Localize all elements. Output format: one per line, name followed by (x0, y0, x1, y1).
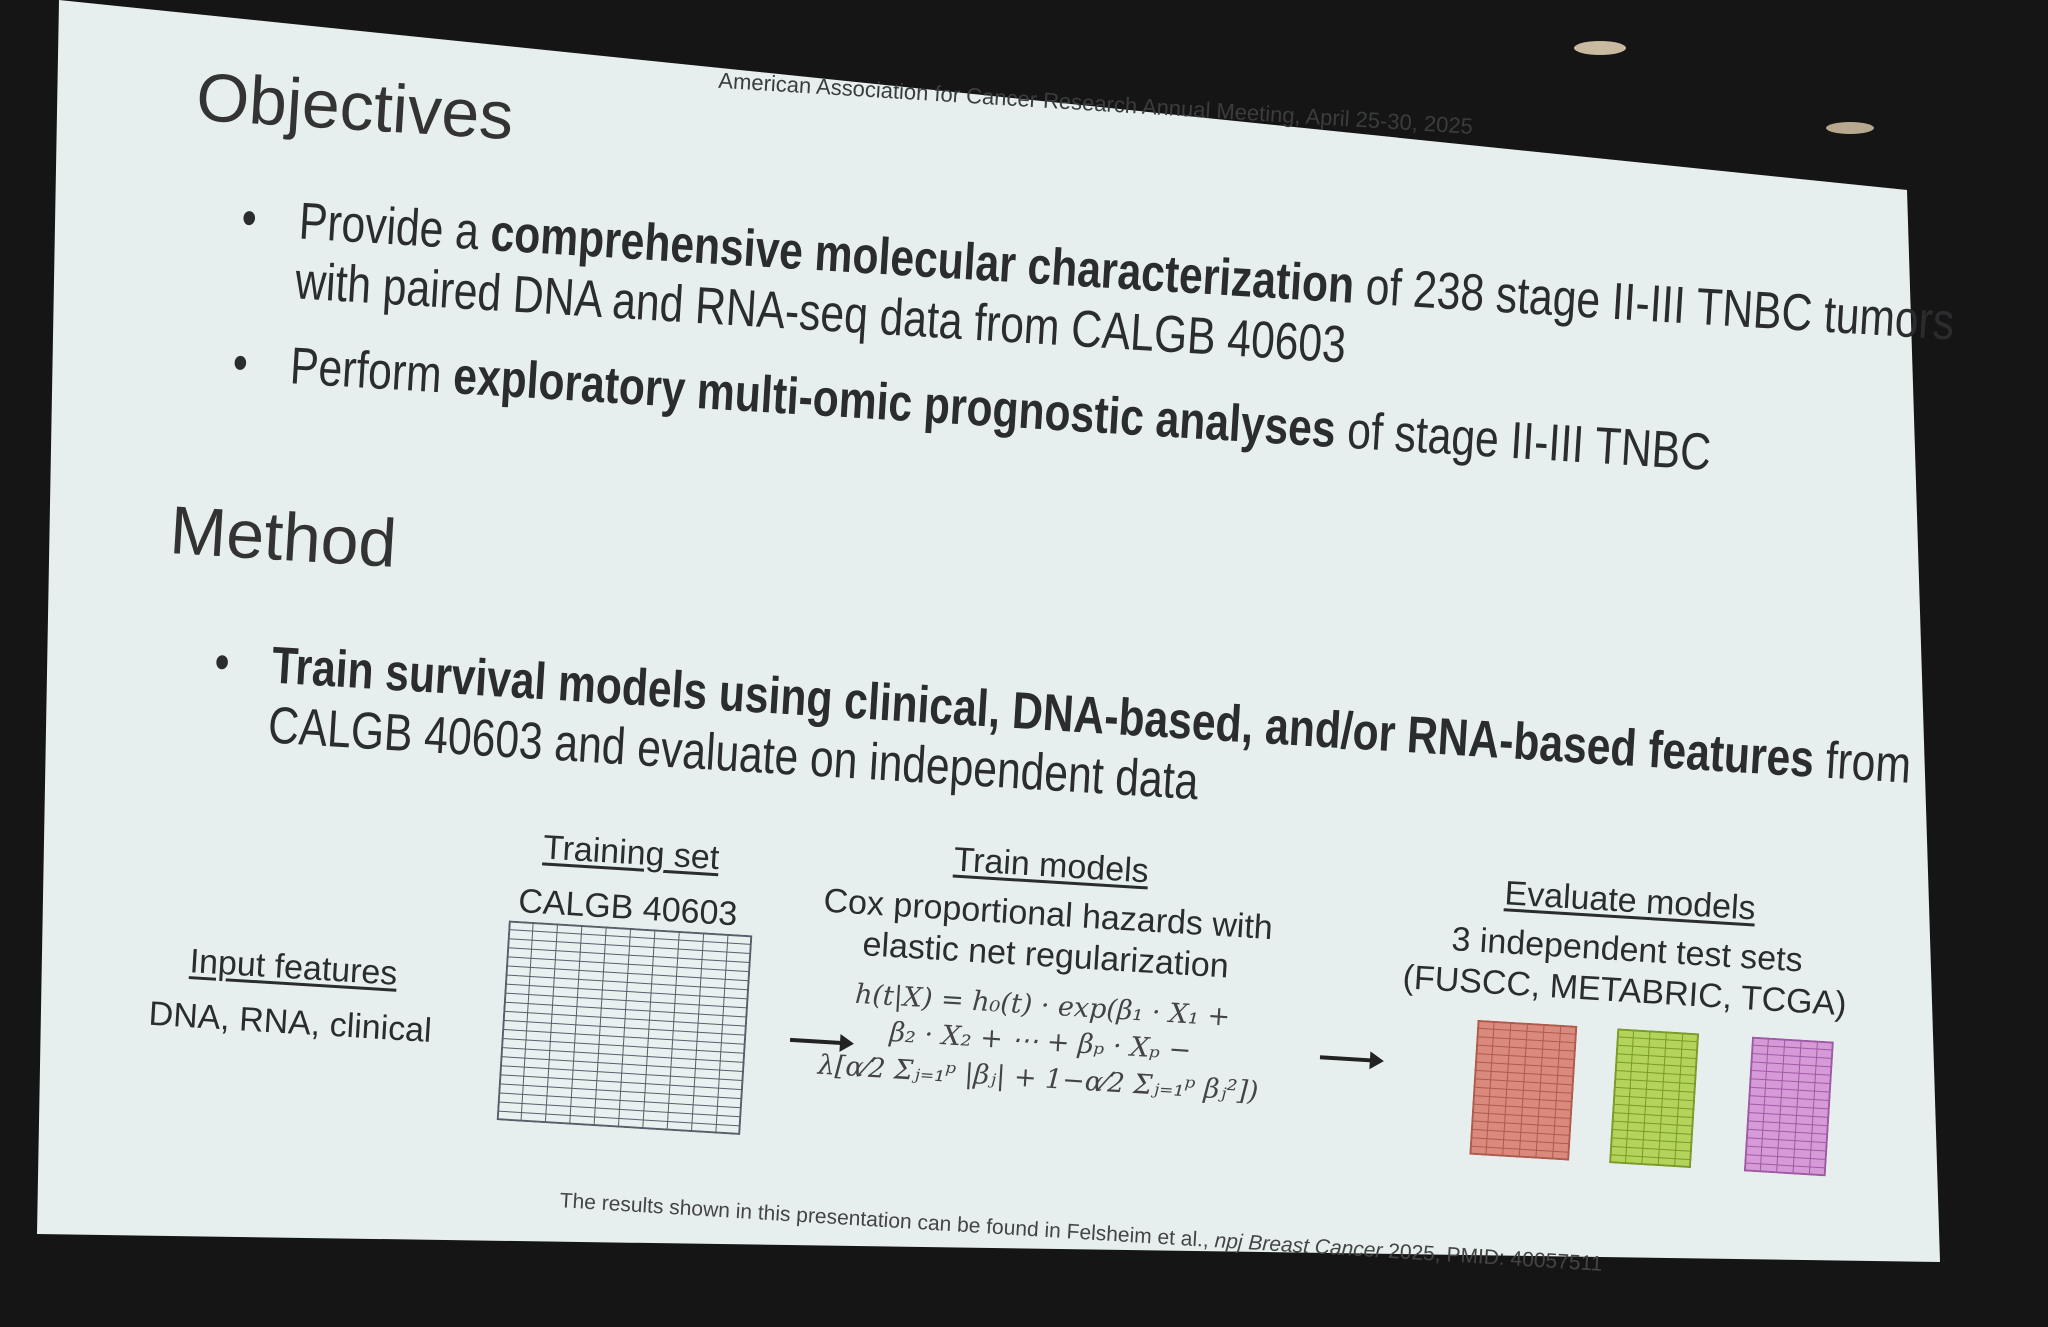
grid-row (507, 965, 749, 982)
bullet-run: Perform (288, 337, 456, 406)
grid-row (1747, 1128, 1828, 1135)
bullet: Train survival models using clinical, DN… (266, 636, 1951, 859)
grid-row (1747, 1120, 1828, 1127)
test-grid (1609, 1028, 1700, 1169)
input-block: Input features DNA, RNA, clinical (148, 939, 437, 1052)
bullet-run: Provide a (297, 192, 493, 263)
slide: American Association for Cancer Research… (128, 40, 1956, 1322)
grid-row (1616, 1061, 1697, 1068)
grid-row (1478, 1027, 1576, 1035)
footer-run: 2025, PMID: 40057511 (1381, 1239, 1603, 1276)
grid-row (1470, 1145, 1569, 1153)
training-block: Training set CALGB 40603 (517, 826, 742, 935)
grid-row (1746, 1145, 1827, 1152)
grid-row (1476, 1044, 1575, 1052)
grid-row (1745, 1154, 1826, 1160)
grid-row (1611, 1137, 1692, 1144)
grid-row (1474, 1086, 1573, 1094)
grid-row (1472, 1112, 1571, 1120)
grid-row (1471, 1137, 1570, 1145)
grid-row (1750, 1078, 1831, 1085)
grid-row (502, 1047, 744, 1063)
grid-row (1614, 1095, 1695, 1102)
grid-row (1748, 1103, 1829, 1110)
ceiling-light (1574, 41, 1626, 55)
grid-row (1750, 1069, 1831, 1076)
grid-row (1611, 1145, 1691, 1152)
grid-row (505, 983, 748, 1000)
grid-row (1471, 1128, 1570, 1136)
grid-row (1612, 1128, 1693, 1135)
grid-row (1615, 1070, 1696, 1076)
test-grid (1743, 1036, 1834, 1177)
evaluate-lines: 3 independent test sets (FUSCC, METABRIC,… (1402, 916, 1851, 1025)
grid-row (503, 1028, 745, 1045)
grid-row (498, 1101, 741, 1118)
grid-row (499, 1092, 741, 1109)
grid-row (499, 1083, 742, 1100)
grid-row (1476, 1053, 1575, 1061)
input-title: Input features (188, 942, 399, 993)
grid-row (500, 1074, 742, 1091)
grid-row (500, 1065, 743, 1082)
grid-row (1746, 1137, 1827, 1144)
grid-row (1475, 1061, 1574, 1069)
grid-row (1617, 1044, 1698, 1051)
grid-row (1751, 1053, 1832, 1059)
grid-row (1613, 1103, 1694, 1110)
grid-row (502, 1038, 745, 1054)
section-title: Objectives (194, 58, 516, 155)
grid-row (1473, 1103, 1572, 1111)
grid-row (504, 1001, 747, 1018)
grid-row (509, 929, 751, 945)
grid-row (1474, 1078, 1573, 1086)
grid-row (1472, 1120, 1571, 1128)
bullet-run: of stage II-III TNBC (1333, 401, 1713, 482)
test-grid (1469, 1019, 1578, 1161)
page: American Association for Cancer Research… (0, 0, 2048, 1290)
grid-row (1745, 1162, 1826, 1169)
grid-row (508, 947, 750, 964)
grid-row (506, 974, 749, 991)
grid-row (504, 1010, 746, 1027)
grid-row (505, 992, 747, 1009)
grid-row (1615, 1078, 1696, 1085)
grid-row (1613, 1112, 1694, 1119)
grid-row (1614, 1086, 1695, 1093)
grid-row (1473, 1095, 1572, 1103)
formula: h(t|X) = h₀(t) · exp(β₁ · X₁ + β₂ · X₂ + … (817, 975, 1264, 1111)
input-text: DNA, RNA, clinical (147, 994, 433, 1050)
train-block: Train models Cox proportional hazards wi… (820, 832, 1277, 990)
grid-row (501, 1056, 744, 1072)
footer-run: npj Breast Cancer (1213, 1229, 1384, 1263)
grid-row (1749, 1086, 1830, 1093)
section-title: Method (167, 492, 399, 582)
training-title: Training set (541, 828, 721, 878)
footer-run: The results shown in this presentation c… (559, 1189, 1216, 1253)
grid-row (1748, 1111, 1829, 1118)
grid-row (1475, 1069, 1574, 1077)
training-grid (496, 920, 753, 1136)
grid-row (1610, 1154, 1691, 1161)
grid-row (1752, 1044, 1833, 1051)
grid-row (498, 1110, 740, 1127)
evaluate-block: Evaluate models 3 independent test sets(… (1402, 867, 1854, 1024)
grid-row (1612, 1120, 1693, 1127)
grid-row (1617, 1036, 1698, 1043)
grid-row (508, 938, 751, 954)
train-lines: Cox proportional hazards with elastic net… (820, 881, 1274, 990)
grid-row (1616, 1053, 1697, 1060)
arrow (1319, 1055, 1380, 1063)
grid-row (503, 1019, 746, 1036)
grid-row (1751, 1061, 1832, 1068)
grid-row (1477, 1036, 1576, 1044)
grid-row (1749, 1095, 1830, 1102)
ceiling-light (1826, 122, 1874, 134)
grid-row (507, 956, 750, 973)
